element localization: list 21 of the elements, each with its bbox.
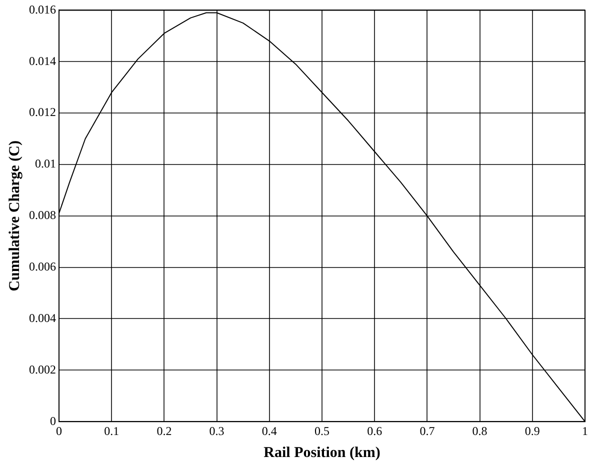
x-tick-label: 0.2 [156, 424, 172, 438]
x-tick-label: 0.5 [314, 424, 330, 438]
y-axis-title: Cumulative Charge (C) [6, 140, 23, 292]
x-tick-label: 0.6 [367, 424, 382, 438]
y-tick-label: 0.006 [29, 259, 56, 274]
x-tick-label: 0.4 [262, 424, 277, 438]
x-tick-label: 1 [582, 424, 588, 438]
y-tick-label: 0.004 [29, 310, 56, 325]
y-tick-label: 0.01 [35, 156, 56, 171]
y-tick-label: 0.002 [29, 362, 56, 376]
x-tick-label: 0.3 [209, 424, 224, 438]
y-tick-label: 0.014 [29, 54, 56, 68]
y-tick-label: 0.012 [29, 105, 56, 120]
x-tick-label: 0.7 [420, 424, 435, 438]
x-axis-title: Rail Position (km) [264, 444, 380, 461]
x-tick-label: 0.1 [104, 424, 120, 438]
x-tick-label: 0.8 [472, 424, 488, 438]
y-tick-label: 0.016 [29, 2, 56, 16]
x-tick-label: 0.9 [524, 424, 540, 438]
y-tick-label: 0.008 [29, 208, 56, 222]
y-tick-label: 0 [50, 414, 56, 428]
